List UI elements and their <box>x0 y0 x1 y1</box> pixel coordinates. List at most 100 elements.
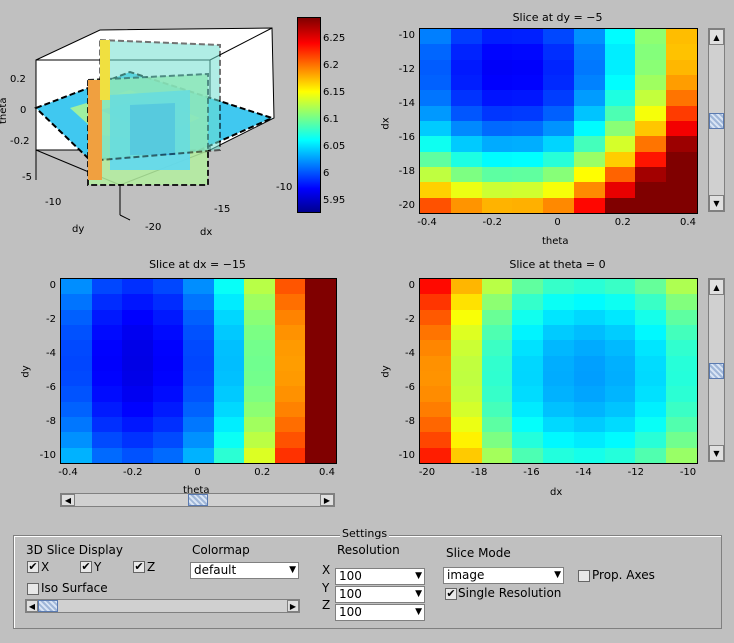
heatmap-cell <box>512 136 544 152</box>
res-x-dropdown[interactable]: 100 ▼ <box>335 568 425 585</box>
heatmap-cell <box>481 90 513 106</box>
iso-surface-checkbox[interactable] <box>27 583 39 595</box>
slice-dy-plot[interactable] <box>419 28 698 214</box>
heatmap-cell <box>604 447 636 463</box>
view3d[interactable]: 0.2 0 -0.2 theta -5 -10 dy -20 -15 -10 d… <box>0 0 300 245</box>
heatmap-cell <box>213 432 245 448</box>
heatmap-cell <box>635 59 667 75</box>
scroll-up-button[interactable]: ▲ <box>709 279 724 295</box>
scroll-up-button[interactable]: ▲ <box>709 29 724 45</box>
heatmap-cell <box>61 432 92 448</box>
heatmap-cell <box>420 182 451 198</box>
slice-dx-plot[interactable] <box>60 278 337 464</box>
slice-mode-dropdown[interactable]: image ▼ <box>443 567 564 584</box>
theta-slice-scrollbar[interactable]: ▲ ▼ <box>708 278 725 462</box>
scroll-thumb[interactable] <box>709 363 724 379</box>
heatmap-cell <box>573 340 605 356</box>
z-checkbox[interactable]: ✔ <box>133 560 145 573</box>
scroll-left-button[interactable]: ◀ <box>26 600 38 612</box>
view3d-svg[interactable]: 0.2 0 -0.2 theta -5 -10 dy -20 -15 -10 d… <box>0 0 300 245</box>
y-checkbox[interactable]: ✔ <box>80 560 92 573</box>
heatmap-cell <box>512 401 544 417</box>
scroll-right-button[interactable]: ▶ <box>287 600 299 612</box>
heatmap-cell <box>512 120 544 137</box>
slice-theta-plot[interactable] <box>419 278 698 464</box>
heatmap-cell <box>543 416 574 433</box>
heatmap-cell <box>604 44 636 60</box>
heatmap-cell <box>604 309 636 325</box>
heatmap-cell <box>573 166 605 183</box>
plot-ylabel: dx <box>380 117 392 130</box>
iso-level-scrollbar[interactable]: ◀ ▶ <box>25 599 300 613</box>
tick-label: -12 <box>398 64 415 75</box>
heatmap-cell <box>420 355 451 371</box>
heatmap-cell <box>213 279 245 295</box>
tick-label: 0.2 <box>614 217 631 228</box>
heatmap-cell <box>91 432 123 448</box>
heatmap-cell <box>604 324 636 341</box>
heatmap-cell <box>666 355 697 371</box>
heatmap-cell <box>635 44 667 60</box>
scroll-down-button[interactable]: ▼ <box>709 445 724 461</box>
heatmap-cell <box>450 279 482 295</box>
heatmap-cell <box>152 416 184 433</box>
heatmap-cell <box>604 370 636 387</box>
dx-slice-scrollbar[interactable]: ◀ ▶ <box>60 493 335 507</box>
res-y-dropdown[interactable]: 100 ▼ <box>335 586 425 603</box>
heatmap-cell <box>604 166 636 183</box>
dy-tick: -5 <box>22 172 32 183</box>
settings-title: Settings <box>340 527 390 540</box>
plot-title: Slice at theta = 0 <box>509 258 606 271</box>
tick-label: -0.2 <box>482 217 503 228</box>
heatmap-cell <box>420 432 451 448</box>
heatmap-cell <box>666 324 697 341</box>
heatmap-cell <box>244 279 275 295</box>
tick-label: 0.2 <box>254 467 271 478</box>
prop-axes-checkbox[interactable] <box>578 570 590 582</box>
heatmap-cell <box>573 59 605 75</box>
heatmap-cell <box>481 294 513 310</box>
heatmap-cell <box>420 401 451 417</box>
heatmap-cell <box>91 447 123 463</box>
heatmap-cell <box>635 386 667 402</box>
heatmap-cell <box>543 182 574 198</box>
colormap-dropdown[interactable]: default ▼ <box>190 562 299 579</box>
heatmap-cell <box>604 105 636 121</box>
chevron-down-icon: ▼ <box>415 607 422 617</box>
heatmap-cell <box>213 401 245 417</box>
heatmap-cell <box>450 166 482 183</box>
heatmap-cell <box>481 136 513 152</box>
res-z-dropdown[interactable]: 100 ▼ <box>335 604 425 621</box>
heatmap-cell <box>481 44 513 60</box>
scroll-thumb[interactable] <box>38 600 58 612</box>
heatmap-cell <box>244 386 275 402</box>
heatmap-cell <box>420 279 451 295</box>
scroll-thumb[interactable] <box>709 113 724 129</box>
heatmap-cell <box>573 279 605 295</box>
heatmap-cell <box>420 447 451 463</box>
res-z-label: Z <box>322 598 331 612</box>
heatmap-cell <box>666 90 697 106</box>
heatmap-cell <box>604 355 636 371</box>
heatmap-cell <box>512 370 544 387</box>
x-checkbox[interactable]: ✔ <box>27 560 39 573</box>
heatmap-cell <box>213 294 245 310</box>
scroll-left-button[interactable]: ◀ <box>61 494 75 506</box>
scroll-down-button[interactable]: ▼ <box>709 195 724 211</box>
tick-label: 0 <box>408 280 415 291</box>
heatmap-cell <box>481 416 513 433</box>
heatmap-cell <box>543 355 574 371</box>
heatmap-cell <box>543 309 574 325</box>
dy-slice-scrollbar[interactable]: ▲ ▼ <box>708 28 725 212</box>
scroll-right-button[interactable]: ▶ <box>320 494 334 506</box>
heatmap-cell <box>213 324 245 341</box>
heatmap-cell <box>244 309 275 325</box>
heatmap-cell <box>450 447 482 463</box>
heatmap-cell <box>183 324 214 341</box>
heatmap-cell <box>604 279 636 295</box>
heatmap-cell <box>122 279 153 295</box>
single-resolution-checkbox[interactable]: ✔ <box>445 587 457 600</box>
res-z-value: 100 <box>339 605 362 619</box>
heatmap-cell <box>420 151 451 167</box>
scroll-thumb[interactable] <box>188 494 208 506</box>
